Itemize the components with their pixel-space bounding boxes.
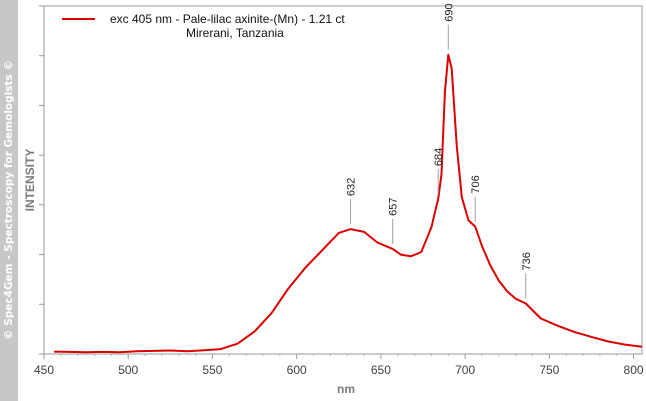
spectrum-line	[54, 53, 643, 354]
y-axis-ticks	[39, 5, 44, 355]
x-tick-label: 750	[539, 363, 559, 377]
x-tick-label: 800	[624, 363, 644, 377]
peak-label: 684	[433, 148, 445, 166]
peak-label: 690	[443, 3, 455, 21]
peak-label: 736	[521, 252, 533, 270]
legend-label-line2: Mirerani, Tanzania	[186, 26, 284, 40]
x-tick-label: 450	[34, 363, 54, 377]
legend: exc 405 nm - Pale-lilac axinite-(Mn) - 1…	[62, 12, 345, 40]
plot-border	[43, 5, 643, 355]
peak-label: 657	[388, 198, 400, 216]
x-axis-title: nm	[337, 382, 355, 396]
x-tick-label: 600	[287, 363, 307, 377]
peak-label: 632	[346, 178, 358, 196]
x-tick-label: 650	[371, 363, 391, 377]
legend-label: exc 405 nm - Pale-lilac axinite-(Mn) - 1…	[110, 12, 345, 26]
x-axis-tick-labels: 450 500 550 600 650 700 750 800	[34, 363, 644, 377]
x-tick-label: 500	[118, 363, 138, 377]
peak-label: 706	[470, 175, 482, 193]
x-tick-label: 700	[455, 363, 475, 377]
series-layer	[54, 53, 643, 354]
y-axis-title: INTENSITY	[23, 149, 37, 212]
watermark-sidebar: © Spec4Gem - Spectroscopy for Gemologist…	[0, 0, 18, 401]
x-tick-label: 550	[202, 363, 222, 377]
plot-frame	[43, 5, 643, 355]
x-axis-ticks	[43, 354, 635, 359]
peak-annotations: 632 657 684 690 706 736	[346, 3, 533, 299]
